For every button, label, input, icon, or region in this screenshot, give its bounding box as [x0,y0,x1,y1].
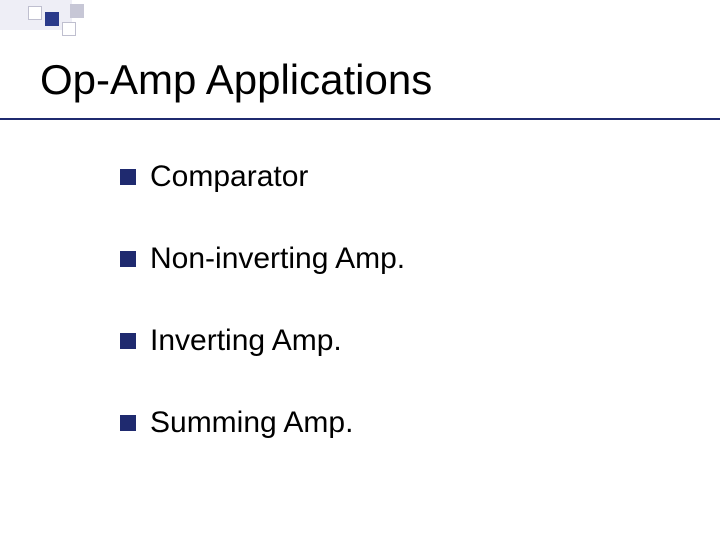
list-item-label: Summing Amp. [150,406,353,440]
list-item: Non-inverting Amp. [120,242,660,276]
title-underline [0,118,720,120]
corner-square-3 [62,22,76,36]
slide-title: Op-Amp Applications [40,56,432,104]
list-item-label: Comparator [150,160,308,194]
square-bullet-icon [120,333,136,349]
list-item-label: Inverting Amp. [150,324,342,358]
corner-square-2 [70,4,84,18]
square-bullet-icon [120,169,136,185]
list-item: Summing Amp. [120,406,660,440]
list-item: Comparator [120,160,660,194]
list-item-label: Non-inverting Amp. [150,242,405,276]
slide: Op-Amp Applications Comparator Non-inver… [0,0,720,540]
square-bullet-icon [120,251,136,267]
content-list: Comparator Non-inverting Amp. Inverting … [120,160,660,488]
corner-square-1 [45,12,59,26]
square-bullet-icon [120,415,136,431]
corner-decoration [0,0,100,48]
list-item: Inverting Amp. [120,324,660,358]
corner-square-0 [28,6,42,20]
